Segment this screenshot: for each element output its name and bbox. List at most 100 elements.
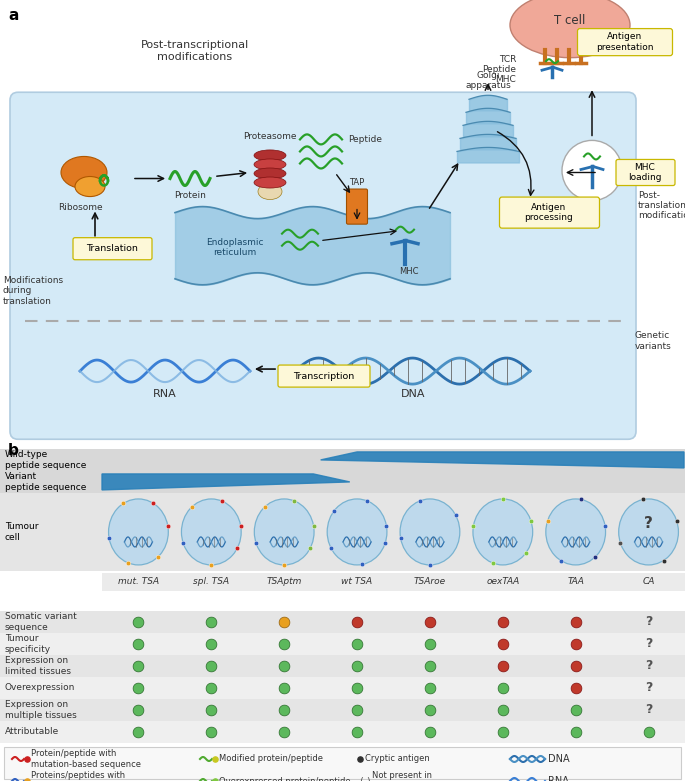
Text: Peptide: Peptide [348,135,382,144]
Point [575,493,586,505]
Point [525,515,536,527]
FancyBboxPatch shape [4,747,681,779]
Point [206,726,216,738]
Text: Overexpressed protein/peptide: Overexpressed protein/peptide [219,776,351,781]
Point [186,501,197,513]
Text: Post-
translational
modifications: Post- translational modifications [638,191,685,220]
Ellipse shape [254,499,314,565]
FancyBboxPatch shape [577,29,673,55]
Point [279,682,290,694]
Point [206,660,216,672]
Bar [0,721,685,743]
FancyBboxPatch shape [616,159,675,186]
Point [379,537,390,550]
Point [671,515,682,527]
Bar [0,471,685,493]
Text: Post-transcriptional
modifications: Post-transcriptional modifications [141,40,249,62]
Text: RNA: RNA [153,389,177,399]
Text: ?: ? [645,637,652,651]
Point [351,682,362,694]
Point [103,531,114,544]
Point [21,775,32,781]
Point [133,660,144,672]
Point [542,515,553,527]
Point [556,555,566,567]
Point [570,615,581,628]
Text: b: b [8,443,19,458]
Point [362,494,373,507]
Point [414,494,425,507]
Point [425,638,436,651]
Text: Ribosome: Ribosome [58,202,102,212]
Point [351,638,362,651]
Point [210,775,221,781]
Point [615,537,626,550]
Text: Somatic variant
sequence: Somatic variant sequence [5,612,77,632]
Bar [0,655,685,677]
Text: oexTAA: oexTAA [486,577,519,587]
Point [206,558,216,571]
Point [468,520,479,533]
Ellipse shape [254,168,286,179]
Text: TSAptm: TSAptm [266,577,302,587]
Point [305,542,316,555]
Text: Expression on
multiple tissues: Expression on multiple tissues [5,701,77,719]
Point [351,704,362,716]
FancyBboxPatch shape [347,189,367,224]
Text: Endoplasmic
reticulum: Endoplasmic reticulum [206,238,264,258]
Bar [0,633,685,655]
Point [279,660,290,672]
Text: Golgi
apparatus: Golgi apparatus [465,71,511,91]
Text: wt TSA: wt TSA [342,577,373,587]
Text: Tumour
specificity: Tumour specificity [5,634,51,654]
Text: TSAroe: TSAroe [414,577,446,587]
Point [206,615,216,628]
Text: DNA: DNA [548,754,570,764]
Ellipse shape [108,499,169,565]
Point [497,493,508,505]
Ellipse shape [75,177,105,197]
Point [425,660,436,672]
Text: DNA: DNA [401,389,425,399]
Point [162,520,173,533]
Text: ?: ? [645,704,652,716]
Text: Expression on
limited tissues: Expression on limited tissues [5,656,71,676]
Bar [0,611,685,633]
Text: Protein: Protein [174,191,206,200]
FancyBboxPatch shape [278,365,370,387]
Point [351,726,362,738]
Text: CA: CA [643,577,655,587]
Point [260,501,271,513]
Point [206,638,216,651]
Point [133,682,144,694]
Text: MHC: MHC [495,75,516,84]
Point [658,555,669,567]
Point [450,509,461,522]
Point [425,726,436,738]
Point [329,505,340,517]
Point [235,520,246,533]
Point [497,726,508,738]
Text: Modified protein/peptide: Modified protein/peptide [219,754,323,764]
Text: Transcription: Transcription [293,372,355,380]
Point [133,704,144,716]
Ellipse shape [400,499,460,565]
Circle shape [562,141,622,201]
Point [232,542,242,555]
Point [206,704,216,716]
Point [395,531,406,544]
Text: Overexpression: Overexpression [5,683,75,693]
Point [425,615,436,628]
Text: mut. TSA: mut. TSA [118,577,159,587]
Text: ?: ? [645,659,652,672]
Point [357,558,368,571]
Point [177,537,188,550]
Point [251,537,262,550]
Point [570,638,581,651]
Text: Variant
peptide sequence: Variant peptide sequence [5,473,86,491]
Text: Modifications
during
translation: Modifications during translation [3,276,63,305]
Point [210,753,221,765]
Bar [0,449,685,471]
Text: Not present in
non-malignant/adult cells: Not present in non-malignant/adult cells [372,772,480,781]
Point [148,497,159,510]
